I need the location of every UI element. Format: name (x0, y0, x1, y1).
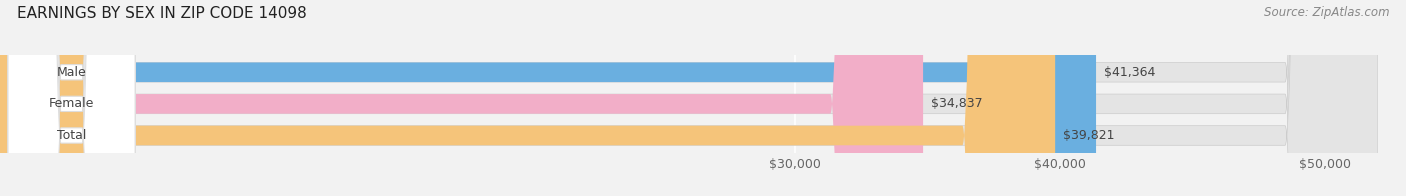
Text: $39,821: $39,821 (1063, 129, 1115, 142)
Text: Source: ZipAtlas.com: Source: ZipAtlas.com (1264, 6, 1389, 19)
FancyBboxPatch shape (8, 0, 135, 196)
Text: Total: Total (56, 129, 86, 142)
FancyBboxPatch shape (0, 0, 1054, 196)
FancyBboxPatch shape (8, 0, 135, 196)
Text: $41,364: $41,364 (1104, 66, 1156, 79)
Text: EARNINGS BY SEX IN ZIP CODE 14098: EARNINGS BY SEX IN ZIP CODE 14098 (17, 6, 307, 21)
FancyBboxPatch shape (0, 0, 1097, 196)
FancyBboxPatch shape (8, 0, 135, 196)
Text: $34,837: $34,837 (931, 97, 983, 110)
Text: Male: Male (56, 66, 86, 79)
FancyBboxPatch shape (0, 0, 924, 196)
Text: Female: Female (49, 97, 94, 110)
